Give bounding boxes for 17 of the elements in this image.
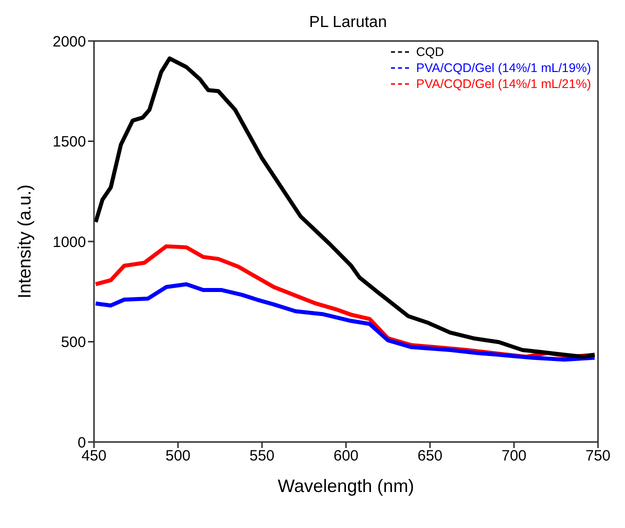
x-tick-label: 600 [333,448,359,465]
legend-label: PVA/CQD/Gel (14%/1 mL/19%) [416,60,591,76]
y-tick-label: 2000 [52,33,86,50]
x-tick-label: 650 [417,448,443,465]
y-axis-title: Intensity (a.u.) [14,184,34,299]
y-tick-label: 1000 [52,234,86,251]
x-axis-title: Wavelength (nm) [278,476,414,496]
legend-label: PVA/CQD/Gel (14%/1 mL/21%) [416,76,591,92]
x-tick-label: 750 [585,448,611,465]
line-series [94,282,597,362]
y-tick-label: 500 [60,334,86,352]
x-tick-label: 500 [165,448,191,465]
legend-label: CQD [416,44,444,60]
y-tick-label: 1500 [52,134,86,151]
x-tick-label: 700 [501,448,527,465]
chart-title: PL Larutan [308,14,388,32]
x-tick-label: 550 [249,448,275,465]
